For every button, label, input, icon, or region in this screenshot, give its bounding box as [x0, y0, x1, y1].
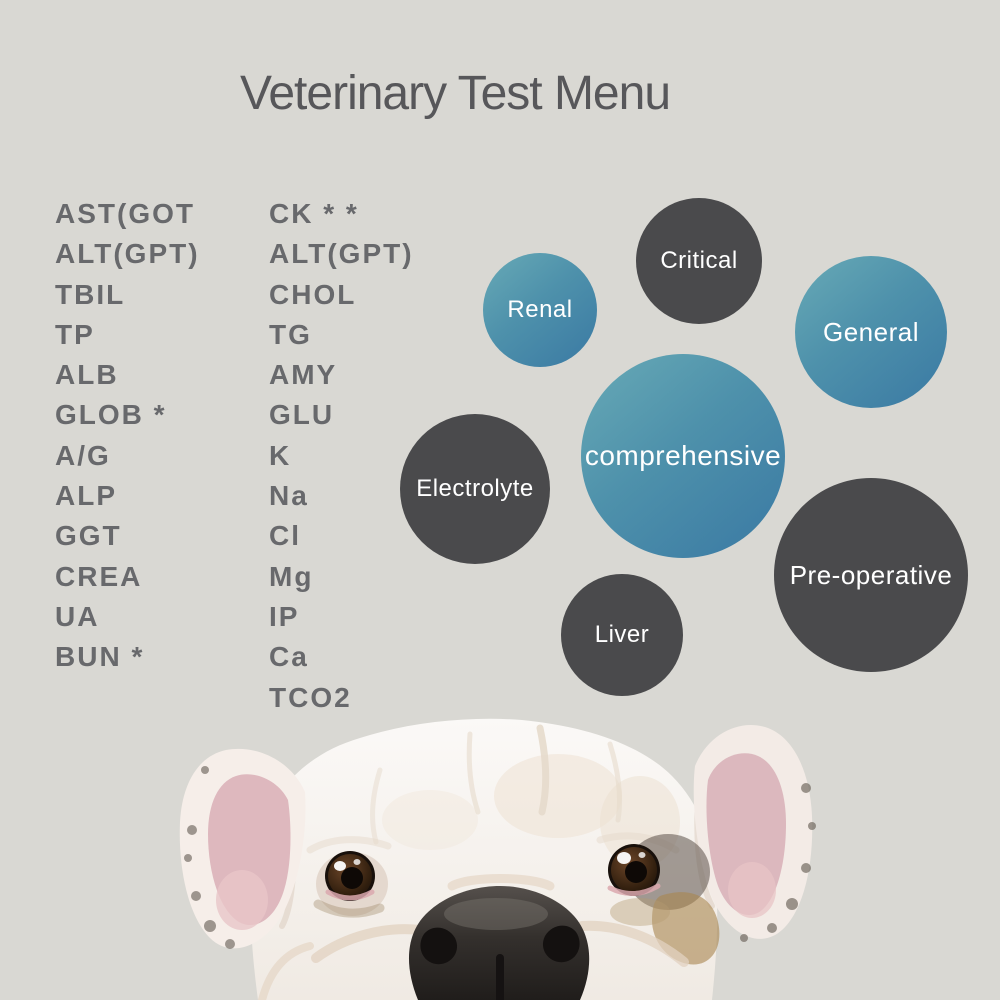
test-list-column-1: AST(GOT ALT(GPT) TBIL TP ALB GLOB * A/G … [55, 194, 200, 678]
test-item: BUN * [55, 641, 145, 673]
panel-label: Critical [660, 247, 738, 274]
panel-bubble-comprehensive: comprehensive [581, 354, 785, 558]
test-item: Ca [269, 641, 309, 673]
fur-patch [494, 754, 622, 838]
panel-bubble-pre-operative: Pre-operative [774, 478, 968, 672]
test-item: CHOL [269, 278, 357, 310]
test-item: Mg [269, 560, 314, 592]
test-item: CK * * [269, 198, 359, 229]
test-item: AST(GOT [55, 198, 195, 229]
dog-photo [179, 718, 816, 1000]
panel-label: comprehensive [584, 440, 782, 471]
panel-label: Electrolyte [416, 475, 534, 502]
dog-nose [408, 886, 590, 1000]
test-item: Cl [269, 520, 301, 552]
dog-right-ear [693, 725, 816, 942]
test-item: ALT(GPT) [269, 238, 414, 270]
test-item: TBIL [55, 278, 126, 310]
test-item: Na [269, 480, 309, 512]
panel-bubble-liver: Liver [561, 574, 683, 696]
panel-bubble-renal: Renal [483, 253, 597, 367]
test-item: A/G [55, 439, 111, 471]
test-item: ALB [55, 359, 119, 391]
test-item: CREA [55, 560, 143, 592]
test-item: AMY [269, 359, 338, 391]
test-item: UA [55, 600, 100, 632]
dog-left-ear [179, 748, 306, 949]
test-item: ALP [55, 480, 117, 512]
panel-label: General [823, 316, 919, 347]
panel-label: Renal [507, 296, 573, 323]
panel-label: Liver [594, 621, 650, 648]
panel-bubble-critical: Critical [636, 198, 762, 324]
test-item: ALT(GPT) [55, 238, 200, 270]
test-item: IP [269, 600, 300, 632]
page-title: Veterinary Test Menu [239, 67, 671, 120]
test-item: GGT [55, 520, 122, 552]
test-item: GLOB * [55, 399, 167, 431]
panel-bubble-general: General [795, 256, 947, 408]
test-item: TP [55, 318, 95, 350]
test-list-column-2: CK * * ALT(GPT) CHOL TG AMY GLU K Na Cl … [269, 194, 414, 718]
test-item: TG [269, 318, 312, 350]
dog-right-eye [607, 844, 661, 896]
fur-patch [382, 790, 478, 850]
eye-patch-brown [610, 898, 670, 926]
test-item: GLU [269, 399, 335, 431]
test-item: K [269, 439, 292, 471]
panel-bubble-electrolyte: Electrolyte [400, 414, 550, 564]
muzzle-folds [258, 874, 689, 1000]
panel-label: Pre-operative [789, 559, 953, 590]
test-item: TCO2 [269, 681, 352, 713]
dog-left-eye [313, 851, 388, 918]
